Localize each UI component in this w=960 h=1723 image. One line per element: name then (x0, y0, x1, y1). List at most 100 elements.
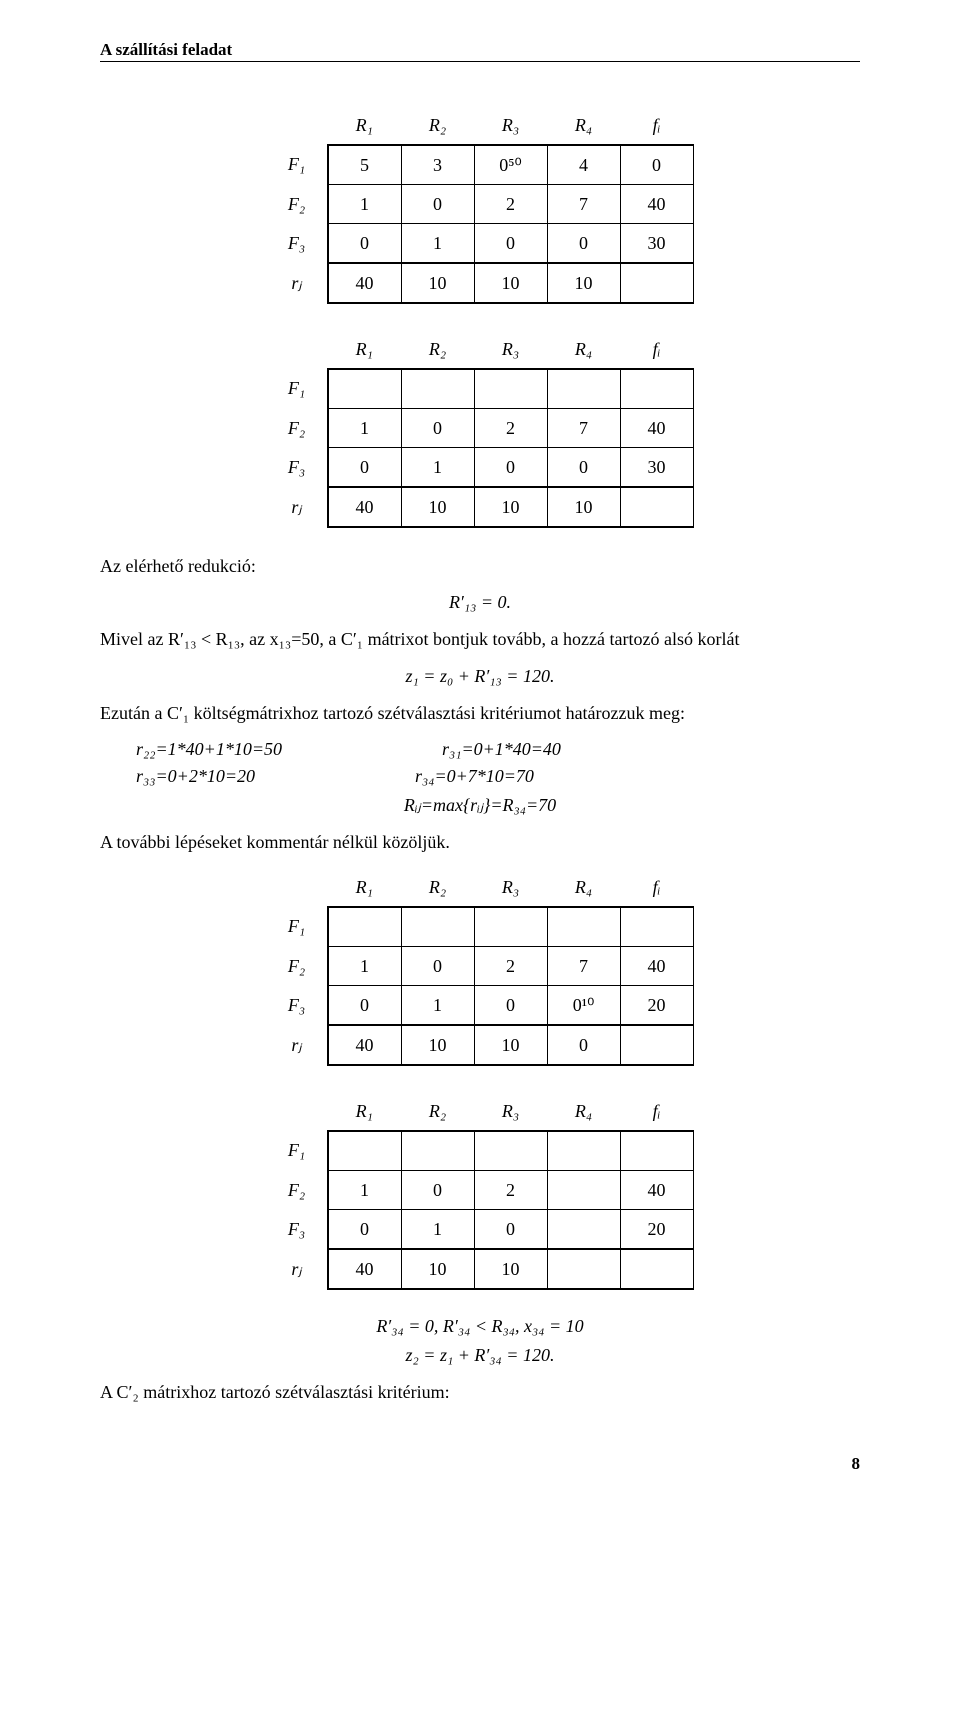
cell: 0 (401, 409, 474, 448)
row-header: F₃ (267, 1210, 328, 1250)
col-header: R₃ (474, 1092, 547, 1131)
cell: 0 (620, 145, 693, 185)
cell: 40 (620, 185, 693, 224)
row-header: F₂ (267, 185, 328, 224)
cell (401, 369, 474, 409)
col-header: R₃ (474, 106, 547, 145)
col-header: R₁ (328, 868, 402, 907)
cell (547, 369, 620, 409)
col-header: fᵢ (620, 1092, 693, 1131)
cell: 10 (474, 487, 547, 527)
row-header: rⱼ (267, 1249, 328, 1289)
cell: 10 (401, 1025, 474, 1065)
r22-eq: r₂₂=1*40+1*10=50 (136, 739, 282, 760)
cell (474, 369, 547, 409)
cell: 20 (620, 1210, 693, 1250)
cell (328, 907, 402, 947)
cell (620, 369, 693, 409)
row-header: F₃ (267, 224, 328, 264)
cell (620, 1025, 693, 1065)
col-header: R₄ (547, 330, 620, 369)
cell: 40 (620, 1171, 693, 1210)
col-header: R₂ (401, 1092, 474, 1131)
cell: 10 (401, 263, 474, 303)
cell: 7 (547, 947, 620, 986)
cell: 10 (474, 1025, 547, 1065)
cost-table-3: R₁ R₂ R₃ R₄ fᵢ F₁ F₂ 1 0 2 7 40 F₃ 0 1 0 (267, 868, 694, 1066)
cell (620, 907, 693, 947)
cell (547, 1249, 620, 1289)
cost-table-4: R₁ R₂ R₃ R₄ fᵢ F₁ F₂ 1 0 2 40 F₃ 0 1 0 (267, 1092, 694, 1290)
col-header: R₄ (547, 1092, 620, 1131)
cell: 0 (328, 448, 402, 488)
col-header: fᵢ (620, 868, 693, 907)
cell: 0 (474, 448, 547, 488)
cell: 1 (328, 409, 402, 448)
r33-eq: r₃₃=0+2*10=20 (136, 766, 255, 787)
r34-eq: r₃₄=0+7*10=70 (415, 766, 534, 787)
cell: 1 (328, 185, 402, 224)
cell: 0 (547, 224, 620, 264)
row-header: F₂ (267, 409, 328, 448)
crit-para: A C′₂ mátrixhoz tartozó szétválasztási k… (100, 1380, 860, 1404)
row-header: F₁ (267, 907, 328, 947)
cell: 0⁵⁰ (474, 145, 547, 185)
cell (620, 1131, 693, 1171)
equation-r34: R′₃₄ = 0, R′₃₄ < R₃₄, x₃₄ = 10 (100, 1316, 860, 1337)
cell (547, 1171, 620, 1210)
col-header: fᵢ (620, 330, 693, 369)
col-header: R₄ (547, 106, 620, 145)
cell: 0 (328, 1210, 402, 1250)
row-header: rⱼ (267, 263, 328, 303)
col-header: R₃ (474, 868, 547, 907)
cell (620, 263, 693, 303)
cell: 2 (474, 185, 547, 224)
row-header: F₁ (267, 1131, 328, 1171)
col-header: R₁ (328, 1092, 402, 1131)
tovabbi-para: A további lépéseket kommentár nélkül köz… (100, 830, 860, 854)
col-header: R₄ (547, 868, 620, 907)
cell: 10 (547, 487, 620, 527)
col-header: R₂ (401, 330, 474, 369)
row-header: F₁ (267, 369, 328, 409)
col-header: fᵢ (620, 106, 693, 145)
col-header: R₃ (474, 330, 547, 369)
cell: 2 (474, 947, 547, 986)
cell: 7 (547, 185, 620, 224)
col-header: R₂ (401, 868, 474, 907)
col-header: R₁ (328, 106, 402, 145)
cell: 1 (328, 1171, 402, 1210)
cell: 0 (474, 224, 547, 264)
row-header: F₁ (267, 145, 328, 185)
cell: 40 (328, 263, 402, 303)
cell: 10 (474, 1249, 547, 1289)
cell: 1 (401, 986, 474, 1026)
cell: 10 (547, 263, 620, 303)
cell (401, 1131, 474, 1171)
cell (547, 907, 620, 947)
row-header: F₂ (267, 947, 328, 986)
cost-table-1: R₁ R₂ R₃ R₄ fᵢ F₁ 5 3 0⁵⁰ 4 0 F₂ 1 0 2 7… (267, 106, 694, 304)
cost-table-2: R₁ R₂ R₃ R₄ fᵢ F₁ F₂ 1 0 2 7 40 F₃ 0 1 0 (267, 330, 694, 528)
r31-eq: r₃₁=0+1*40=40 (442, 739, 561, 760)
row-header: rⱼ (267, 1025, 328, 1065)
cell (547, 1210, 620, 1250)
mivel-para: Mivel az R′₁₃ < R₁₃, az x₁₃=50, a C′₁ má… (100, 627, 860, 651)
cell: 10 (401, 487, 474, 527)
cell (328, 369, 402, 409)
row-header: F₃ (267, 448, 328, 488)
cell: 4 (547, 145, 620, 185)
cell (620, 487, 693, 527)
cell: 0 (328, 224, 402, 264)
row-header: F₂ (267, 1171, 328, 1210)
row-header: F₃ (267, 986, 328, 1026)
row-header: rⱼ (267, 487, 328, 527)
cell: 0 (547, 448, 620, 488)
cell: 40 (620, 409, 693, 448)
cell: 2 (474, 409, 547, 448)
cell (474, 907, 547, 947)
cell: 0 (547, 1025, 620, 1065)
page-number: 8 (100, 1454, 860, 1474)
cell (474, 1131, 547, 1171)
cell: 40 (328, 1025, 402, 1065)
